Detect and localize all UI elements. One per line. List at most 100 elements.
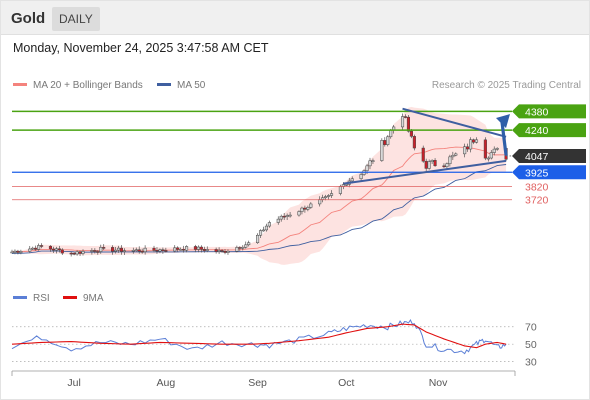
x-tick-label-nov: Nov (429, 377, 448, 389)
candle (164, 250, 168, 252)
candle (380, 140, 384, 161)
candle (75, 251, 79, 255)
candle (155, 250, 159, 252)
candle (220, 250, 224, 252)
candle (176, 247, 180, 250)
candle (217, 250, 221, 252)
candle (442, 165, 446, 168)
candle (199, 246, 203, 250)
candle (10, 251, 14, 254)
instrument-title: Gold (11, 10, 46, 27)
candle (421, 147, 425, 162)
candle (137, 249, 141, 252)
candle (69, 252, 73, 255)
candle (19, 251, 23, 253)
lower-trendline (343, 159, 507, 185)
candle (386, 136, 390, 145)
candle (116, 247, 121, 251)
candle (72, 253, 76, 255)
candle (226, 250, 230, 253)
candle (111, 247, 115, 252)
legend-ma50: MA 50 (157, 80, 205, 91)
level-label-3820: 3820 (525, 181, 549, 193)
level-label-3720: 3720 (525, 195, 549, 207)
candle (131, 250, 135, 252)
candle (406, 116, 410, 132)
legend-9ma-swatch (63, 295, 77, 299)
projection-arrow-shaft (500, 121, 508, 156)
candle (256, 234, 260, 243)
candle (371, 160, 375, 162)
candle (383, 140, 387, 145)
candle (60, 249, 64, 254)
candle (93, 250, 97, 252)
candle (205, 249, 209, 251)
candle (318, 199, 322, 205)
projection-arrow-head (496, 114, 510, 129)
x-tick-label-sep: Sep (248, 377, 267, 389)
candle (430, 160, 434, 162)
candle (158, 249, 162, 252)
candle (445, 163, 449, 167)
candle (454, 153, 458, 156)
candle (202, 248, 206, 251)
candle (34, 247, 38, 250)
chart-timestamp: Monday, November 24, 2025 3:47:58 AM CET (13, 41, 269, 55)
candle (96, 251, 100, 253)
legend-ma20-swatch (13, 82, 27, 86)
candle (297, 211, 301, 216)
candle (321, 197, 325, 200)
candle (51, 248, 55, 251)
candle (285, 215, 289, 217)
candle (324, 196, 328, 198)
candle (338, 186, 342, 194)
candle (81, 251, 85, 254)
candle (16, 250, 20, 253)
candle (471, 139, 476, 143)
candle (327, 195, 331, 197)
candle (451, 154, 455, 158)
legend-ma50-label: MA 50 (177, 80, 206, 91)
level-tag-4047 (512, 148, 586, 163)
candle (102, 247, 106, 249)
candle (303, 207, 307, 210)
candle (193, 246, 197, 250)
candle (368, 160, 372, 167)
candle (152, 247, 156, 251)
rsi-tick-label: 30 (525, 357, 537, 369)
candle (57, 248, 61, 251)
candle (492, 148, 496, 153)
candle (486, 157, 490, 160)
legend-rsi: RSI (13, 293, 50, 304)
level-tag-4380 (512, 104, 586, 119)
candle (114, 249, 118, 252)
candle (99, 247, 103, 252)
legend-rsi-swatch (13, 295, 27, 299)
legend-rsi-label: RSI (33, 293, 50, 304)
period-tab[interactable]: DAILY (52, 7, 100, 31)
candle (48, 245, 53, 250)
candle (238, 247, 242, 249)
candle (359, 174, 363, 179)
candle (78, 251, 82, 254)
ma50-line (11, 164, 507, 255)
candle (474, 139, 479, 143)
candle (448, 156, 452, 165)
rsi-line (11, 318, 507, 355)
legend-ma50-swatch (157, 82, 171, 86)
candle (258, 230, 263, 236)
legend-9ma: 9MA (63, 293, 104, 304)
candle (463, 146, 467, 155)
candle (400, 116, 405, 128)
candle (264, 225, 268, 231)
candle (424, 160, 428, 169)
candle (173, 247, 177, 252)
rsi-tick-label: 70 (525, 322, 537, 334)
legend-ma20-label: MA 20 + Bollinger Bands (33, 80, 143, 91)
candle (261, 229, 266, 232)
x-tick-label-jul: Jul (67, 377, 80, 389)
candle (28, 248, 32, 252)
candle (365, 165, 369, 171)
candle (235, 247, 239, 252)
x-tick-label-aug: Aug (157, 377, 176, 389)
